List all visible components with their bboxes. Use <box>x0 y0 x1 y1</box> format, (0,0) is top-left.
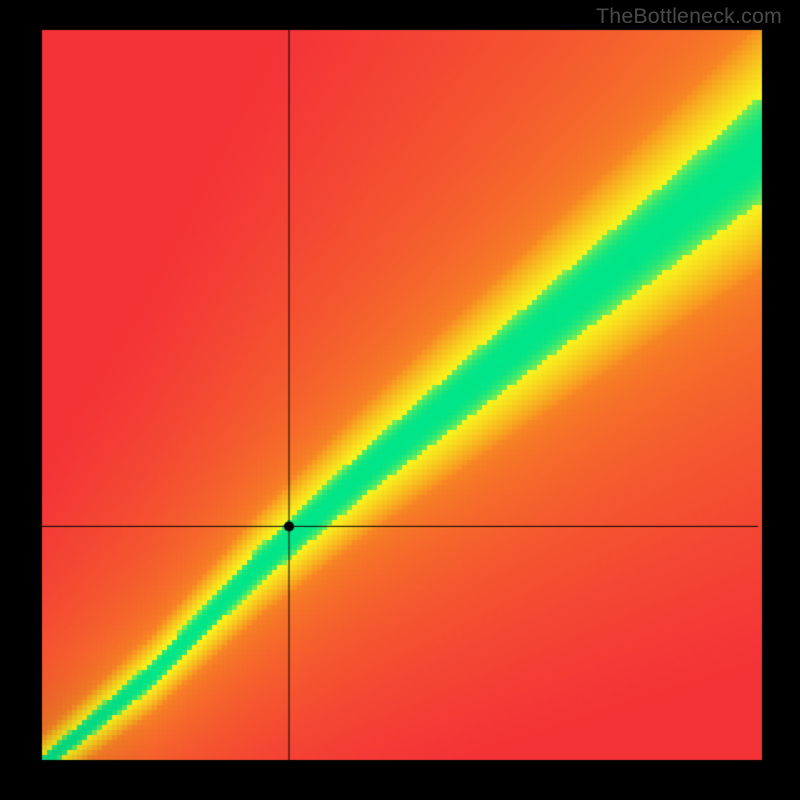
page-root: { "attribution": { "text": "TheBottlenec… <box>0 0 800 800</box>
attribution-link[interactable]: TheBottleneck.com <box>596 4 782 29</box>
bottleneck-heatmap-canvas <box>0 0 800 800</box>
